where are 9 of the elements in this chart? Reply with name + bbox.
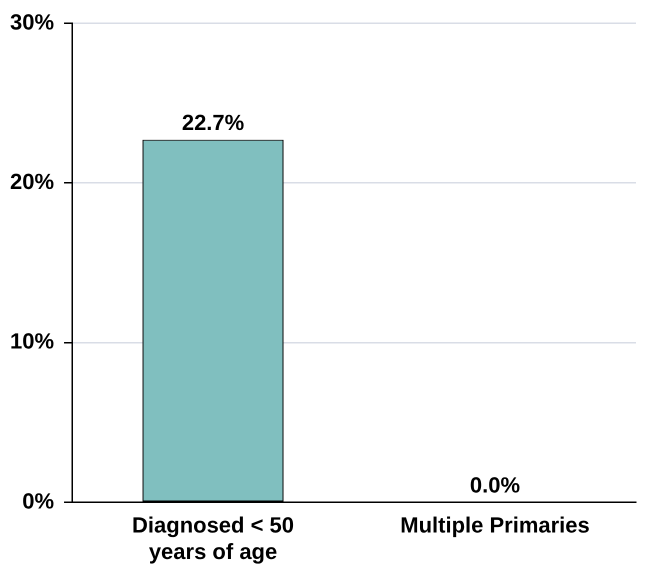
y-tick-label: 10% xyxy=(10,328,54,354)
y-tick-label: 0% xyxy=(22,488,54,514)
data-label: 22.7% xyxy=(182,110,244,135)
category-label: Diagnosed < 50 xyxy=(132,512,294,538)
y-tick-label: 30% xyxy=(10,9,54,34)
y-tick-label: 20% xyxy=(10,168,54,194)
category-label: Multiple Primaries xyxy=(400,512,590,538)
category-label: years of age xyxy=(148,538,278,564)
data-label: 0.0% xyxy=(470,472,520,498)
